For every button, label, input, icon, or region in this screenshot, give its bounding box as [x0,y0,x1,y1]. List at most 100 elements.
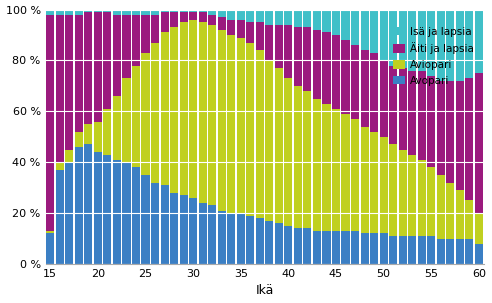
Bar [208,205,216,264]
Bar [475,213,483,244]
Bar [132,167,140,264]
Bar [408,71,416,155]
Bar [65,149,73,162]
Bar [75,147,83,264]
Bar [65,10,73,15]
Bar [75,10,83,15]
Bar [151,10,159,15]
Bar [123,78,130,162]
Bar [103,109,112,155]
Bar [313,98,321,231]
Bar [379,10,388,61]
Bar [103,155,112,264]
Bar [341,231,349,264]
Bar [170,27,178,193]
Bar [170,10,178,12]
Bar [46,15,54,231]
Bar [437,81,445,175]
Bar [284,10,292,25]
Bar [304,27,311,91]
Bar [389,145,397,236]
Bar [199,203,207,264]
Bar [113,96,121,160]
Bar [208,10,216,15]
Bar [84,10,92,12]
Bar [84,12,92,124]
Bar [275,223,283,264]
Bar [399,68,407,149]
Bar [94,12,102,122]
Bar [94,122,102,152]
Bar [351,231,359,264]
Bar [217,17,226,30]
Bar [217,211,226,264]
Bar [399,10,407,68]
Bar [180,12,187,22]
Bar [142,15,150,53]
Bar [56,162,64,170]
Bar [142,53,150,175]
Bar [56,10,64,15]
Bar [160,10,169,12]
Bar [189,198,197,264]
Bar [408,10,416,71]
Bar [65,162,73,264]
Bar [275,10,283,25]
Bar [379,61,388,137]
Bar [227,20,235,35]
Bar [189,10,197,12]
Bar [284,78,292,226]
Bar [103,12,112,109]
Bar [427,76,435,167]
Bar [475,244,483,264]
Bar [46,234,54,264]
Bar [84,145,92,264]
Bar [275,68,283,223]
Bar [475,73,483,213]
Bar [246,216,254,264]
Bar [237,38,245,213]
Bar [456,238,464,264]
Bar [142,10,150,15]
Bar [304,91,311,228]
Bar [294,27,302,86]
Bar [446,81,454,183]
Bar [437,175,445,238]
Bar [123,10,130,15]
Bar [361,10,369,50]
Bar [446,183,454,238]
Bar [46,10,54,15]
Bar [113,10,121,15]
Bar [389,10,397,65]
Bar [370,234,378,264]
Bar [151,43,159,183]
Bar [389,236,397,264]
Bar [418,10,426,71]
Bar [160,12,169,32]
Bar [465,238,473,264]
Bar [265,25,274,61]
Bar [256,22,264,50]
Bar [341,40,349,114]
Bar [170,193,178,264]
Bar [351,119,359,231]
Bar [123,15,130,78]
Bar [351,45,359,119]
Bar [217,30,226,211]
Bar [370,10,378,53]
Bar [408,236,416,264]
Bar [437,10,445,81]
Bar [84,124,92,145]
Bar [189,20,197,198]
Bar [151,15,159,43]
Bar [284,25,292,78]
Bar [399,236,407,264]
Bar [246,22,254,43]
Bar [465,78,473,200]
Bar [379,137,388,234]
Bar [180,195,187,264]
Bar [389,65,397,145]
Bar [427,236,435,264]
Bar [313,231,321,264]
Bar [94,152,102,264]
